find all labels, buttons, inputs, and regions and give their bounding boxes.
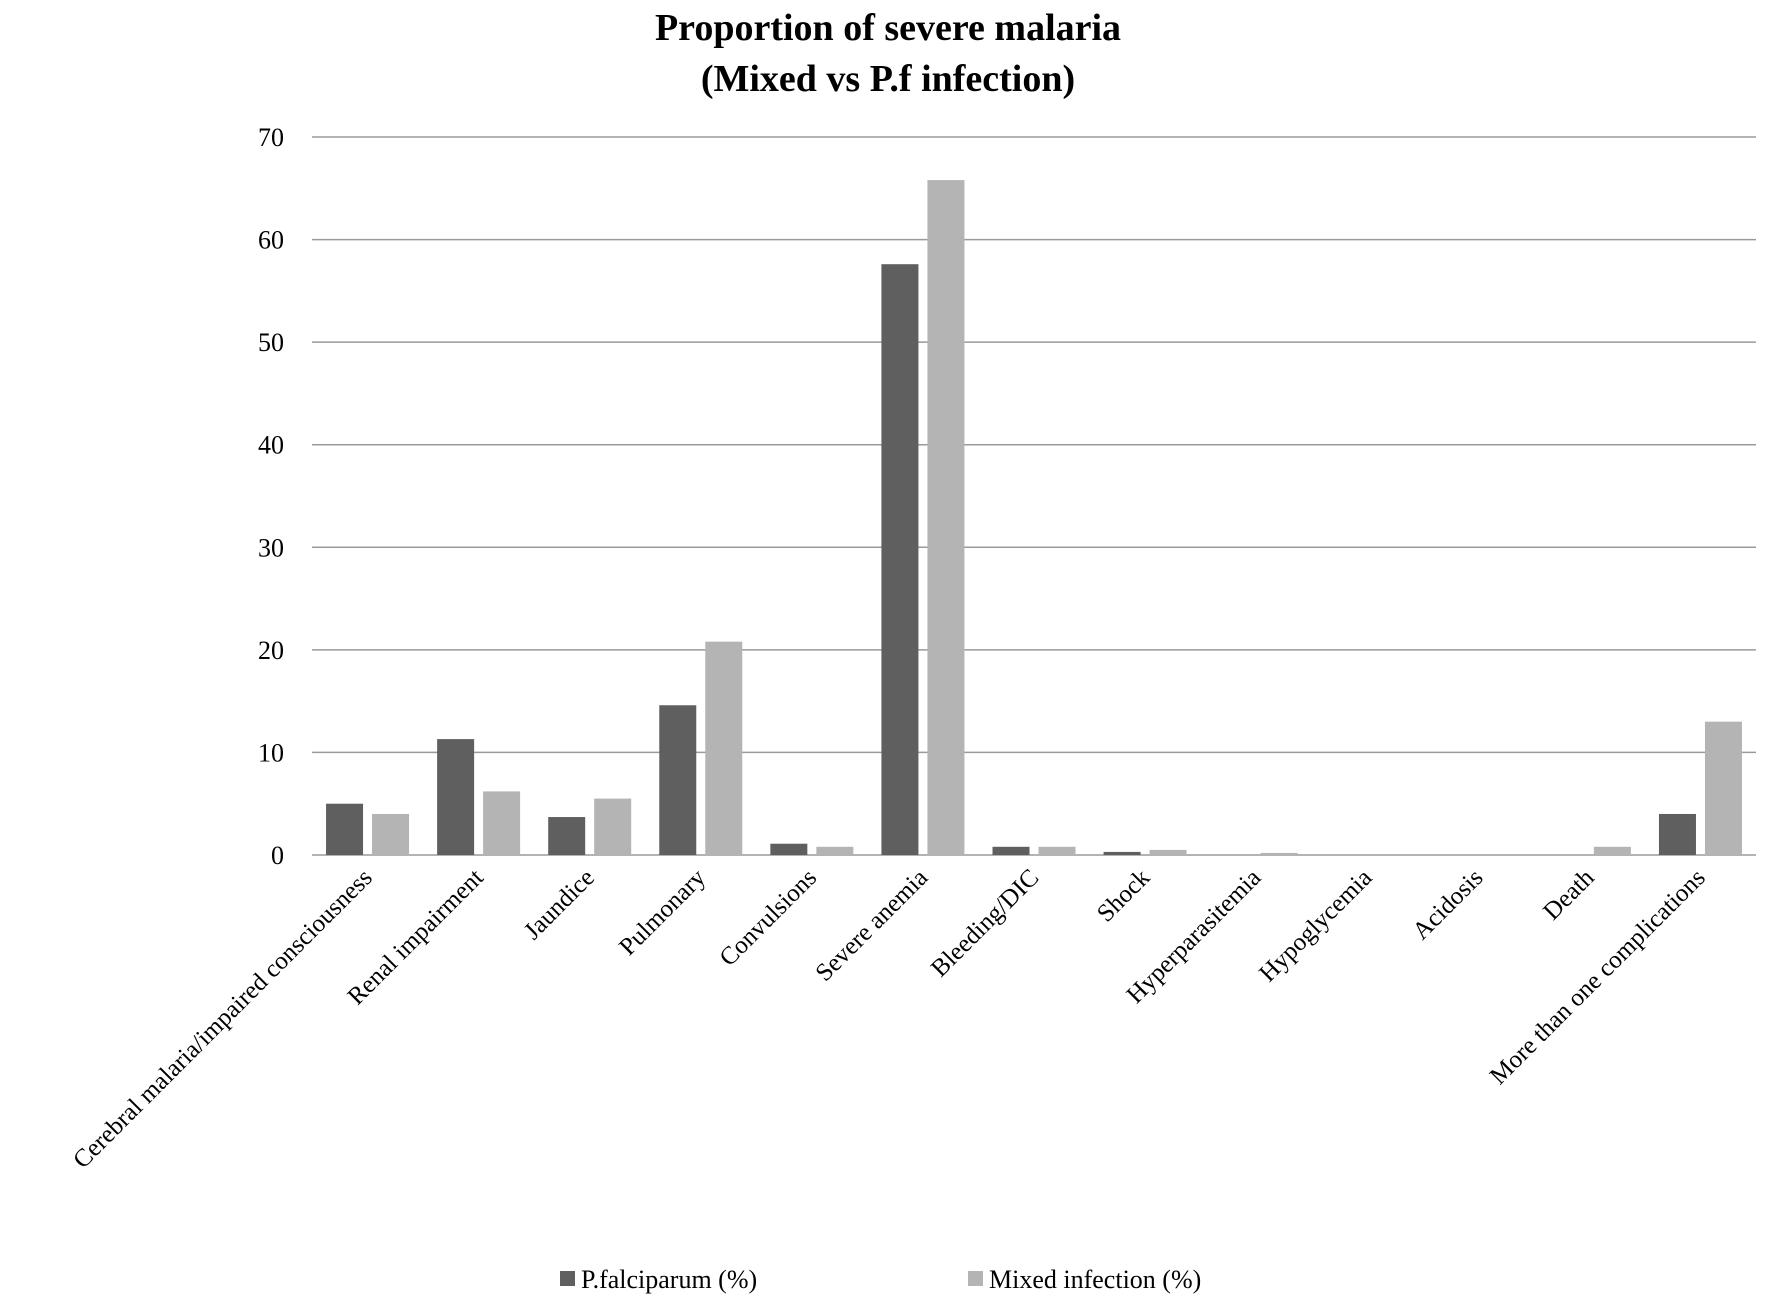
bar-pfalciparum-2 [548,817,586,855]
bar-mixed-8 [1260,852,1298,855]
bar-pfalciparum-7 [1103,851,1141,855]
bar-pfalciparum-4 [770,843,808,855]
y-tick-label: 10 [258,738,284,767]
y-tick-label: 30 [258,533,284,562]
chart-title-line-2: (Mixed vs P.f infection) [701,58,1075,100]
bar-mixed-3 [705,641,743,855]
x-category-label: Shock [1092,864,1156,928]
x-category-label: Death [1538,864,1600,926]
bar-pfalciparum-5 [881,264,919,855]
bar-mixed-7 [1149,849,1187,855]
gridlines [312,136,1756,856]
y-axis-tick-labels: 0 10 20 30 40 50 60 70 [258,123,284,870]
x-category-label: Jaundice [519,864,600,945]
bar-mixed-4 [816,846,854,855]
y-tick-label: 50 [258,328,284,357]
bar-pfalciparum-1 [437,739,475,855]
x-category-label: Bleeding/DIC [926,864,1044,982]
x-category-label: Hypoglycemia [1254,864,1377,987]
y-tick-label: 0 [271,841,284,870]
bar-mixed-1 [483,791,521,855]
chart-title: Proportion of severe malaria (Mixed vs P… [655,7,1121,100]
legend-label-pfalciparum: P.falciparum (%) [581,1265,757,1294]
bar-pfalciparum-6 [992,846,1030,855]
y-tick-label: 60 [258,226,284,255]
x-axis-category-labels: Cerebral malaria/impaired consciousnessR… [68,864,1711,1174]
x-category-label: Cerebral malaria/impaired consciousness [68,864,378,1174]
bar-pfalciparum-3 [659,705,697,855]
bar-mixed-5 [927,180,965,855]
legend-swatch-mixed [968,1271,983,1286]
chart-title-line-1: Proportion of severe malaria [655,7,1121,49]
x-category-label: Acidosis [1408,864,1489,945]
y-tick-label: 70 [258,123,284,152]
y-tick-label: 20 [258,636,284,665]
x-category-label: Convulsions [715,864,823,972]
x-category-label: Severe anemia [811,864,934,987]
legend: P.falciparum (%) Mixed infection (%) [560,1265,1201,1294]
bar-pfalciparum-0 [326,803,364,855]
bar-mixed-12 [1704,721,1742,855]
bars [326,180,1742,855]
legend-label-mixed: Mixed infection (%) [989,1265,1201,1294]
y-tick-label: 40 [258,431,284,460]
x-category-label: Pulmonary [614,864,711,961]
legend-swatch-pfalciparum [560,1271,575,1286]
x-category-label: More than one complications [1485,864,1711,1090]
bar-mixed-0 [372,813,410,855]
bar-mixed-2 [594,798,632,855]
bar-mixed-6 [1038,846,1076,855]
bar-pfalciparum-12 [1658,813,1696,855]
bar-mixed-11 [1593,846,1631,855]
